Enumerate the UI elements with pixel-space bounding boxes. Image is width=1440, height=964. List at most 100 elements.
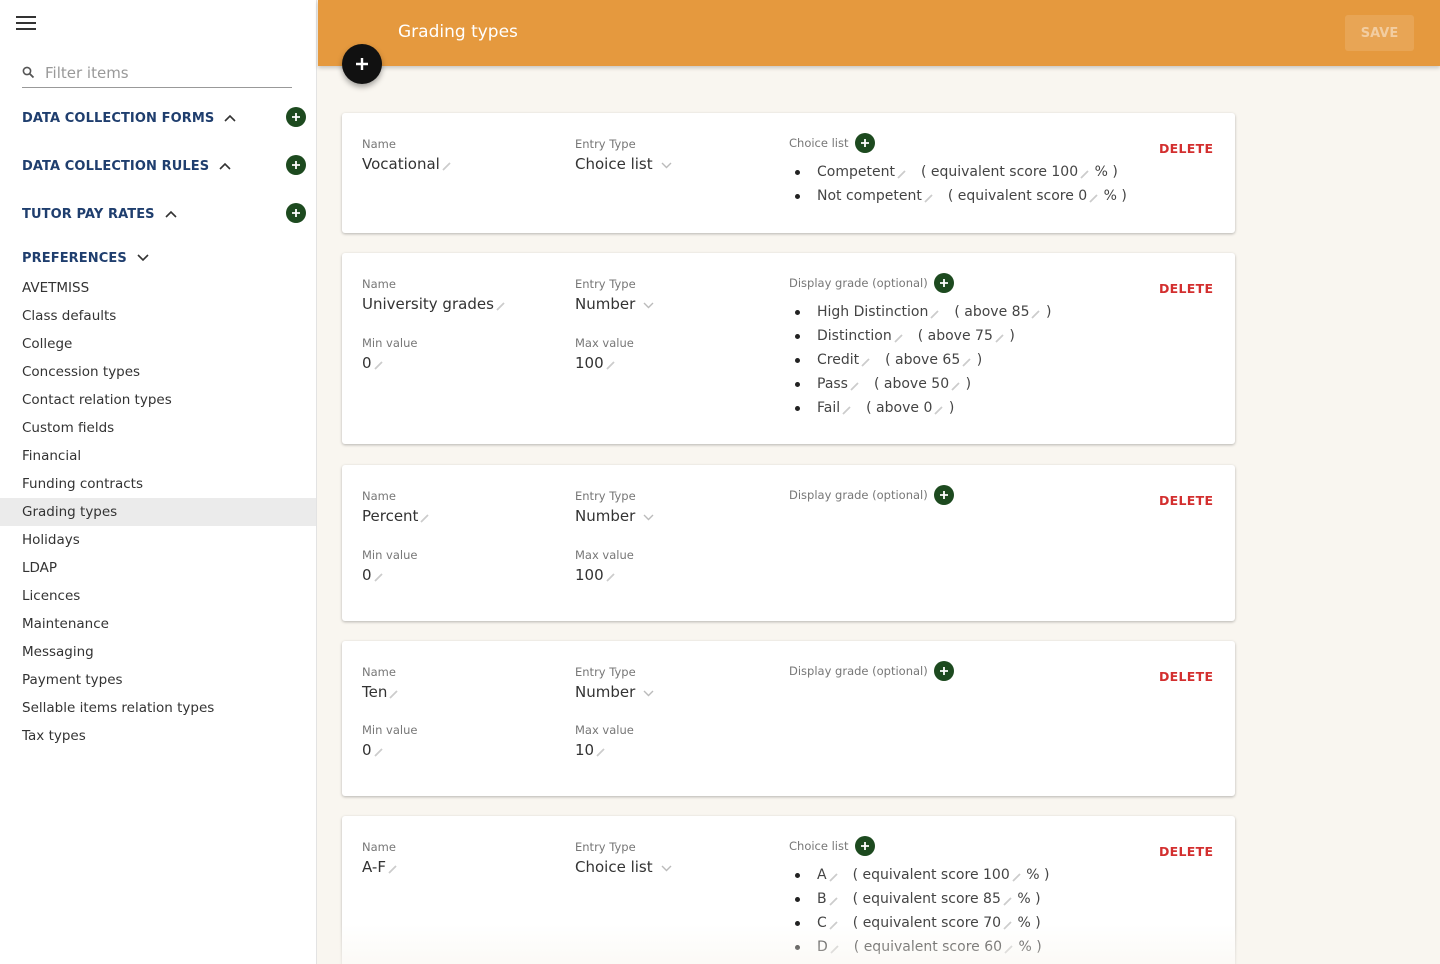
max-value-field[interactable]: 100 — [575, 566, 616, 584]
choice-label[interactable]: D — [817, 939, 828, 955]
grading-type-card: Name University grades Entry Type Number… — [342, 253, 1235, 444]
choice-label[interactable]: C — [817, 915, 827, 931]
above-prefix: ( above — [885, 352, 938, 368]
section-data-collection-rules[interactable]: DATA COLLECTION RULES — [22, 154, 231, 178]
entry-type-select[interactable]: Choice list — [575, 858, 672, 876]
min-value-field[interactable]: 0 — [362, 741, 384, 759]
min-value-field[interactable]: 0 — [362, 354, 384, 372]
bullet — [795, 381, 800, 387]
equiv-prefix: ( equivalent score — [947, 188, 1074, 204]
entry-type-select[interactable]: Number — [575, 295, 654, 313]
entry-type-select[interactable]: Choice list — [575, 155, 672, 173]
above-value[interactable]: 75 — [975, 328, 993, 344]
above-value[interactable]: 65 — [942, 352, 961, 368]
add-grading-type-button[interactable] — [342, 44, 382, 84]
equiv-score[interactable]: 60 — [984, 939, 1003, 955]
bullet — [795, 405, 800, 411]
plus-icon — [939, 667, 948, 675]
delete-button[interactable]: DELETE — [1159, 669, 1214, 684]
add-choice-button[interactable] — [854, 836, 875, 856]
grade-label[interactable]: Pass — [817, 376, 848, 392]
name-field[interactable]: A-F — [362, 858, 398, 876]
pencil-icon — [861, 358, 870, 367]
grade-label[interactable]: Fail — [817, 400, 841, 416]
sidebar-item-financial[interactable]: Financial — [22, 448, 82, 464]
list-item: Distinction ( above 75 ) — [795, 324, 1051, 348]
sidebar-item-sellable-items-relation-types[interactable]: Sellable items relation types — [22, 700, 215, 716]
sidebar-item-ldap[interactable]: LDAP — [22, 560, 58, 576]
grade-label[interactable]: Distinction — [817, 328, 892, 344]
name-field[interactable]: Vocational — [362, 155, 452, 173]
above-value[interactable]: 0 — [923, 400, 933, 416]
section-title: TUTOR PAY RATES — [22, 206, 155, 222]
add-data-collection-form-button[interactable] — [286, 107, 306, 127]
equiv-score[interactable]: 85 — [983, 891, 1001, 907]
bullet — [795, 193, 800, 199]
max-value-field[interactable]: 100 — [575, 354, 616, 372]
sidebar-item-messaging[interactable]: Messaging — [22, 644, 94, 660]
sidebar-item-payment-types[interactable]: Payment types — [22, 672, 123, 688]
display-grade-header: Display grade (optional) — [789, 485, 954, 505]
sidebar-item-college[interactable]: College — [22, 336, 73, 352]
sidebar-item-class-defaults[interactable]: Class defaults — [22, 308, 117, 324]
menu-icon[interactable] — [16, 16, 36, 34]
dropdown-arrow-icon — [643, 514, 654, 520]
choice-label[interactable]: Competent — [817, 164, 895, 180]
sidebar-item-contact-relation-types[interactable]: Contact relation types — [22, 392, 172, 408]
name-field[interactable]: University grades — [362, 295, 506, 313]
max-value-field[interactable]: 10 — [575, 741, 606, 759]
min-value-field[interactable]: 0 — [362, 566, 384, 584]
pencil-icon — [828, 897, 838, 906]
equiv-score[interactable]: 100 — [983, 867, 1010, 883]
equiv-score[interactable]: 0 — [1078, 188, 1088, 204]
choice-label[interactable]: Not competent — [817, 188, 922, 204]
sidebar-item-tax-types[interactable]: Tax types — [22, 728, 86, 744]
list-item: Not competent ( equivalent score 0 % ) — [795, 184, 1127, 208]
add-tutor-pay-rate-button[interactable] — [286, 203, 306, 223]
filter-input[interactable] — [45, 63, 265, 82]
equiv-score[interactable]: 100 — [1051, 164, 1079, 180]
sidebar-item-funding-contracts[interactable]: Funding contracts — [22, 476, 143, 492]
above-prefix: ( above — [873, 376, 927, 392]
add-grade-button[interactable] — [933, 661, 954, 681]
equiv-score[interactable]: 70 — [983, 915, 1002, 931]
grade-label[interactable]: Credit — [817, 352, 860, 368]
sidebar-item-grading-types[interactable]: Grading types — [0, 498, 316, 526]
above-prefix: ( above — [917, 328, 971, 344]
list-item: Pass ( above 50 ) — [795, 372, 1051, 396]
above-value[interactable]: 50 — [931, 376, 950, 392]
search-icon — [22, 66, 35, 79]
choice-label[interactable]: A — [817, 867, 827, 883]
save-button[interactable]: SAVE — [1345, 15, 1414, 51]
min-value-label: Min value — [362, 548, 418, 562]
name-field[interactable]: Percent — [362, 507, 430, 525]
sidebar-item-custom-fields[interactable]: Custom fields — [22, 420, 115, 436]
section-data-collection-forms[interactable]: DATA COLLECTION FORMS — [22, 106, 236, 130]
add-grade-button[interactable] — [933, 273, 954, 293]
min-value: 0 — [362, 741, 372, 759]
sidebar-item-maintenance[interactable]: Maintenance — [22, 616, 109, 632]
entry-type-select[interactable]: Number — [575, 683, 654, 701]
add-grade-button[interactable] — [933, 485, 954, 505]
section-tutor-pay-rates[interactable]: TUTOR PAY RATES — [22, 202, 177, 226]
name-field[interactable]: Ten — [362, 683, 399, 701]
entry-type-select[interactable]: Number — [575, 507, 654, 525]
sidebar-item-holidays[interactable]: Holidays — [22, 532, 80, 548]
section-preferences[interactable]: PREFERENCES — [22, 246, 149, 270]
grade-label[interactable]: High Distinction — [817, 304, 929, 320]
name-label: Name — [362, 137, 396, 151]
sidebar-item-licences[interactable]: Licences — [22, 588, 81, 604]
max-value-label: Max value — [575, 548, 634, 562]
add-data-collection-rule-button[interactable] — [286, 155, 306, 175]
delete-button[interactable]: DELETE — [1159, 493, 1214, 508]
choice-label[interactable]: B — [817, 891, 827, 907]
delete-button[interactable]: DELETE — [1159, 141, 1214, 156]
delete-button[interactable]: DELETE — [1159, 281, 1214, 296]
above-value[interactable]: 85 — [1011, 304, 1030, 320]
plus-icon — [356, 58, 368, 70]
add-choice-button[interactable] — [854, 133, 875, 153]
min-value: 0 — [362, 566, 372, 584]
sidebar-item-concession-types[interactable]: Concession types — [22, 364, 141, 380]
delete-button[interactable]: DELETE — [1159, 844, 1214, 859]
sidebar-item-avetmiss[interactable]: AVETMISS — [22, 280, 90, 296]
